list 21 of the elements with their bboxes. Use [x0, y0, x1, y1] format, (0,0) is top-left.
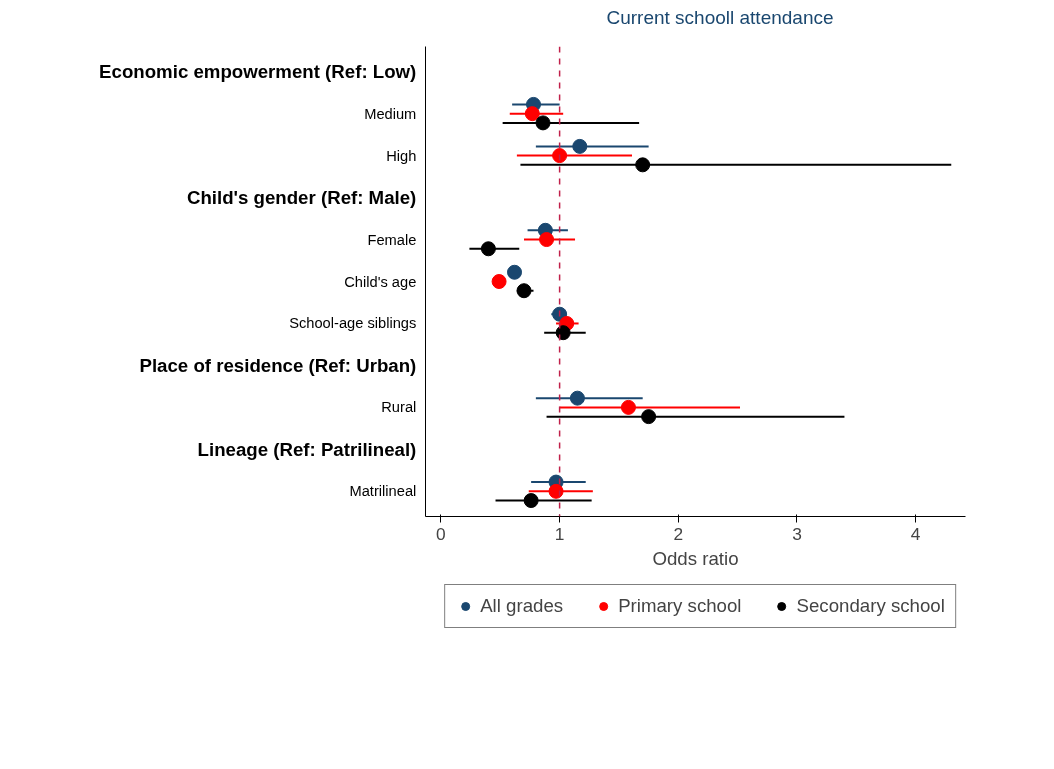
y-tick-label: Place of residence (Ref: Urban)	[139, 355, 417, 377]
legend-label: Secondary school	[796, 595, 945, 618]
legend-label: All grades	[480, 595, 564, 618]
y-tick-label: Rural	[381, 399, 417, 416]
y-tick-label: Matrilineal	[349, 483, 417, 500]
y-tick-label: School-age siblings	[289, 315, 417, 332]
legend-label: Primary school	[618, 595, 742, 618]
x-tick-label: 2	[673, 523, 684, 544]
y-tick-label: Child's age	[344, 273, 417, 290]
y-tick-label: Lineage (Ref: Patrilineal)	[197, 439, 417, 460]
x-tick-label: 3	[792, 523, 802, 544]
chart-title: Current schooll attendance	[606, 6, 834, 30]
y-tick-label: Child's gender (Ref: Male)	[186, 187, 417, 209]
y-tick-label: High	[386, 147, 417, 164]
x-tick-label: 4	[910, 523, 921, 544]
y-tick-label: Female	[367, 231, 417, 248]
x-tick-label: 0	[436, 523, 446, 544]
y-tick-label: Medium	[364, 105, 417, 122]
y-tick-label: Economic empowerment (Ref: Low)	[99, 61, 417, 83]
x-axis-title: Odds ratio	[652, 547, 739, 569]
x-tick-label: 1	[554, 523, 565, 544]
